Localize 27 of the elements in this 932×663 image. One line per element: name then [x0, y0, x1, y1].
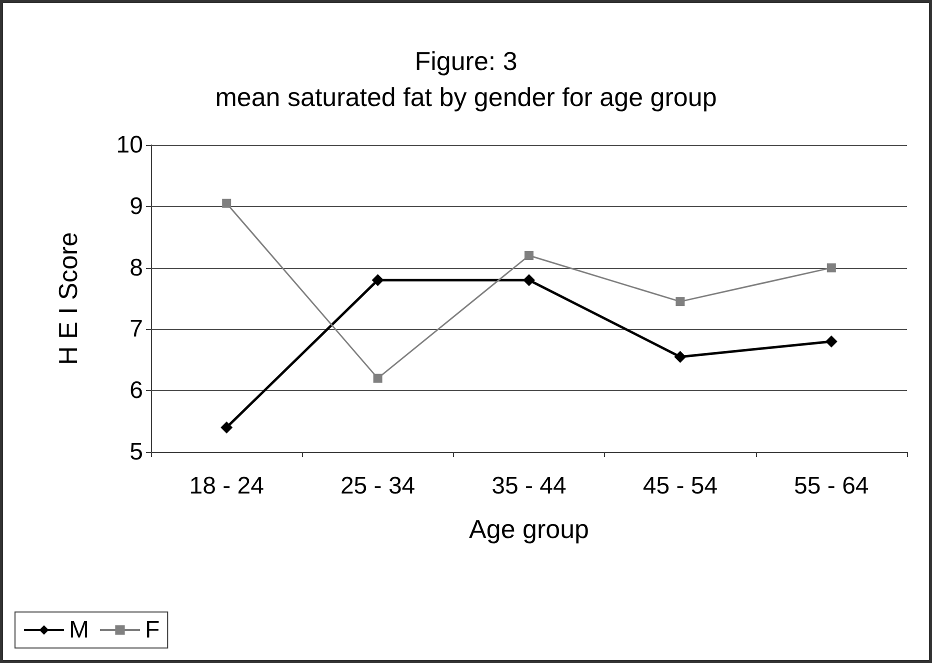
y-tick-label: 7	[130, 316, 143, 343]
y-tick-label: 9	[130, 192, 143, 220]
point	[826, 263, 836, 272]
point	[676, 297, 685, 306]
point	[220, 421, 233, 434]
point	[523, 274, 535, 286]
point	[373, 374, 382, 383]
y-axis-title: H E I Score	[53, 232, 83, 365]
y-tick-label: 8	[130, 254, 143, 282]
x-tick-label: 45 - 54	[642, 472, 718, 500]
point	[825, 335, 838, 348]
point	[524, 251, 534, 260]
point	[222, 198, 232, 208]
x-tick-label: 55 - 64	[794, 472, 869, 500]
y-tick-label: 6	[130, 377, 143, 404]
chart-subtitle: mean saturated fat by gender for age group	[215, 82, 717, 112]
point	[372, 274, 384, 286]
legend-label: M	[69, 616, 89, 644]
legend-label: F	[144, 616, 160, 644]
x-tick-label: 18 - 24	[189, 472, 264, 500]
y-tick-label: 5	[130, 438, 143, 466]
point	[674, 350, 686, 363]
x-axis-title: Age group	[469, 514, 589, 544]
x-tick-label: 25 - 34	[340, 472, 416, 500]
x-tick-label: 35 - 44	[492, 472, 566, 500]
y-tick-label: 10	[116, 132, 143, 158]
chart-title: Figure: 3	[414, 46, 518, 76]
